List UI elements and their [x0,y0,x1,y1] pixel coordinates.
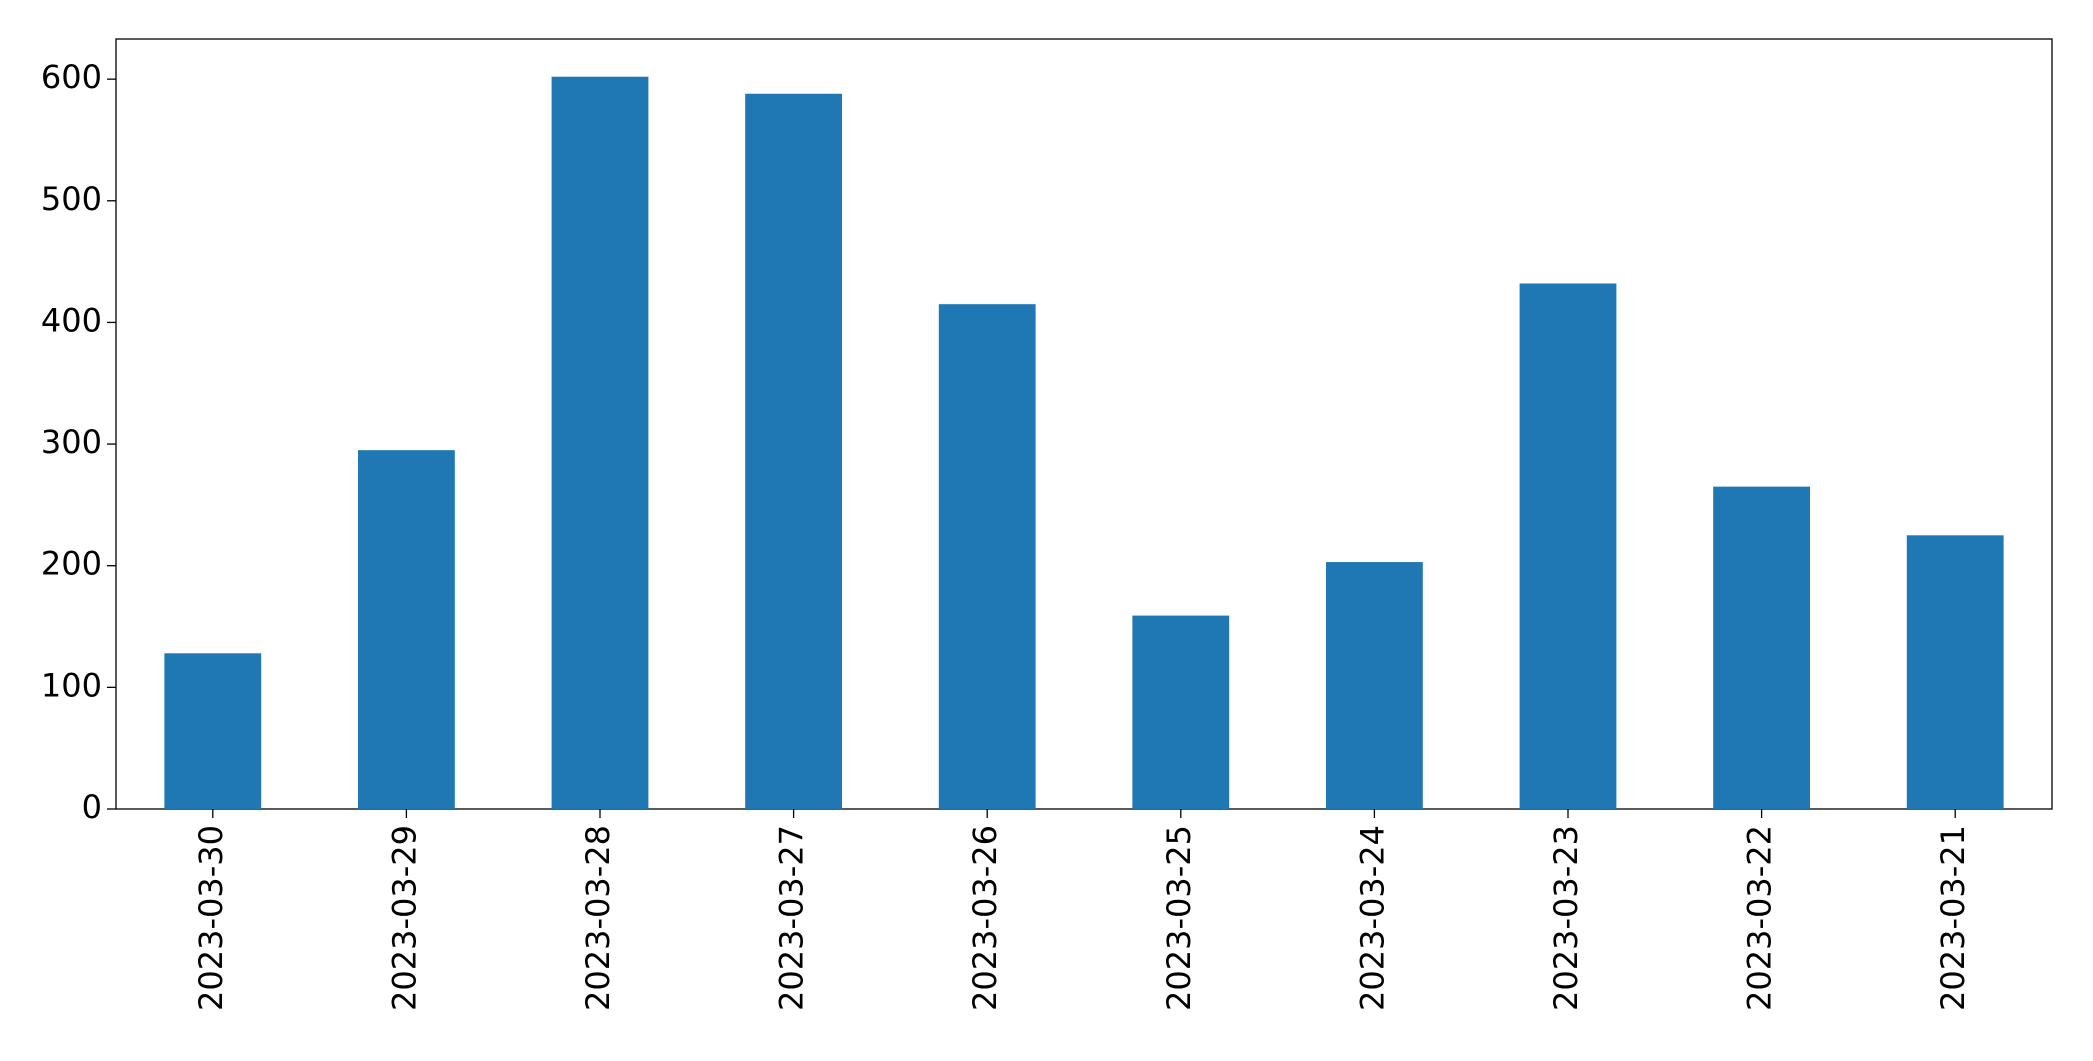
y-tick-label: 600 [41,58,102,96]
x-tick-label: 2023-03-25 [1160,825,1198,1011]
x-tick-label: 2023-03-27 [773,825,811,1011]
bar [1713,486,1810,809]
bar [1906,535,2004,809]
bar [938,304,1036,809]
x-tick-label: 2023-03-21 [1934,825,1972,1011]
y-tick-label: 200 [41,545,102,583]
y-tick-label: 100 [41,666,102,704]
bar [1326,562,1423,809]
bar [1132,615,1230,809]
y-tick-label: 0 [82,788,102,826]
x-tick-label: 2023-03-24 [1353,825,1391,1011]
y-tick-label: 400 [41,301,102,339]
plot-frame [115,38,2053,810]
x-tick-label: 2023-03-28 [579,825,617,1011]
bar [164,653,262,809]
y-tick-label: 500 [41,180,102,218]
bar [745,93,842,810]
x-tick-label: 2023-03-30 [192,825,230,1011]
bar [1519,283,1617,809]
x-tick-label: 2023-03-29 [385,825,423,1011]
y-tick-label: 300 [41,423,102,461]
x-tick-label: 2023-03-26 [966,825,1004,1011]
x-tick-label: 2023-03-23 [1547,825,1585,1011]
bar [551,76,649,809]
bar [358,450,455,809]
x-tick-label: 2023-03-22 [1741,825,1779,1011]
